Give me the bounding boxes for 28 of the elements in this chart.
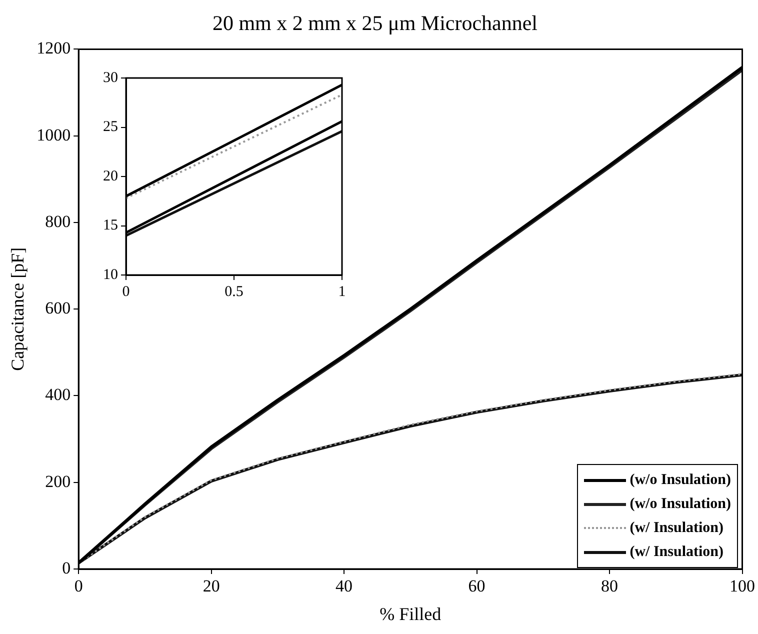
x-tick-label: 20 [202, 576, 220, 596]
y-tick-label: 200 [45, 472, 71, 491]
legend-label: (w/ Insulation) [630, 543, 724, 562]
y-tick-label: 1200 [36, 38, 71, 58]
x-tick-label: 40 [336, 576, 353, 596]
y-axis-title: Capacitance [pF] [8, 247, 28, 371]
y-tick-label: 0 [62, 558, 71, 578]
x-tick-label: 100 [730, 576, 755, 596]
y-tick-label: 25 [103, 119, 118, 136]
legend-label: (w/o Insulation) [630, 471, 731, 490]
y-tick-label: 10 [103, 266, 118, 283]
y-tick-label: 30 [103, 70, 118, 86]
x-tick-label: 60 [468, 576, 486, 596]
x-tick-label: 0.5 [224, 284, 244, 300]
chart-title: 20 mm x 2 mm x 25 μm Microchannel [212, 11, 538, 36]
y-tick-label: 15 [103, 218, 118, 234]
y-tick-label: 800 [45, 212, 71, 231]
x-tick-label: 0 [74, 576, 83, 596]
x-tick-label: 80 [601, 576, 618, 596]
legend-label: (w/ Insulation) [630, 519, 724, 538]
x-axis-title: % Filled [380, 604, 442, 624]
y-tick-label: 20 [103, 168, 118, 184]
y-tick-label: 1000 [36, 125, 71, 144]
x-tick-label: 1 [338, 284, 346, 300]
x-tick-label: 0 [122, 284, 130, 300]
y-tick-label: 400 [45, 385, 71, 404]
y-tick-label: 600 [45, 298, 71, 318]
legend-label: (w/o Insulation) [630, 495, 731, 514]
